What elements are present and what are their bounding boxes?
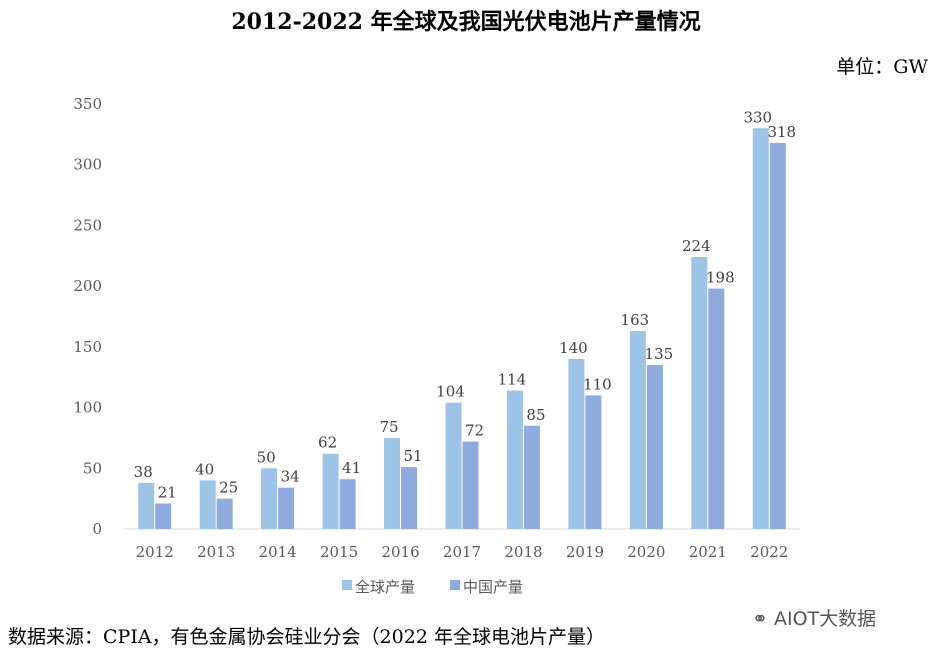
legend-label: 中国产量 xyxy=(463,578,523,596)
data-label: 140 xyxy=(559,339,588,357)
unit-label: 单位：GW xyxy=(836,56,928,78)
bar-global xyxy=(691,257,708,529)
y-tick-label: 0 xyxy=(92,520,102,538)
bar-global xyxy=(199,480,216,529)
bar-global xyxy=(261,468,278,529)
data-label: 25 xyxy=(219,479,238,497)
data-label: 85 xyxy=(526,406,545,424)
data-label: 21 xyxy=(158,484,177,502)
data-label: 110 xyxy=(583,375,612,393)
bar-china xyxy=(339,479,356,529)
y-tick-label: 200 xyxy=(73,277,102,295)
bar-global xyxy=(568,359,585,529)
y-tick-label: 100 xyxy=(73,399,102,417)
data-label: 50 xyxy=(257,448,276,466)
bar-china xyxy=(769,142,786,529)
y-tick-label: 350 xyxy=(73,95,102,113)
data-label: 318 xyxy=(767,123,796,141)
x-tick-label: 2014 xyxy=(259,543,297,561)
data-label: 163 xyxy=(621,311,650,329)
x-tick-label: 2012 xyxy=(136,543,174,561)
y-tick-label: 250 xyxy=(73,216,102,234)
bar-china xyxy=(155,503,172,529)
wechat-icon: ⚭ xyxy=(752,608,774,630)
watermark: ⚭ AIOT大数据 xyxy=(752,604,876,631)
data-label: 75 xyxy=(379,418,398,436)
bar-china xyxy=(401,467,418,529)
bar-china xyxy=(646,365,663,529)
bar-global xyxy=(629,331,646,529)
data-label: 62 xyxy=(318,434,337,452)
chart-title: 2012-2022 年全球及我国光伏电池片产量情况 xyxy=(231,9,701,35)
data-label: 114 xyxy=(498,371,527,389)
data-label: 104 xyxy=(436,383,465,401)
data-label: 34 xyxy=(281,468,300,486)
x-tick-label: 2020 xyxy=(627,543,665,561)
x-tick-label: 2021 xyxy=(689,543,727,561)
legend-swatch xyxy=(450,580,460,590)
bar-global xyxy=(384,437,401,529)
data-label: 330 xyxy=(743,108,772,126)
data-label: 224 xyxy=(682,237,711,255)
y-tick-label: 300 xyxy=(73,156,102,174)
bar-global xyxy=(752,128,769,530)
x-tick-label: 2016 xyxy=(381,543,419,561)
bar-china xyxy=(708,288,725,529)
y-tick-label: 150 xyxy=(73,338,102,356)
source-note: 数据来源：CPIA，有色金属协会硅业分会（2022 年全球电池片产量） xyxy=(8,626,605,648)
bar-china xyxy=(523,425,540,529)
bar-global xyxy=(445,402,462,529)
bar-china xyxy=(278,487,295,529)
bar-global xyxy=(322,453,339,529)
data-label: 51 xyxy=(403,447,422,465)
watermark-text: AIOT大数据 xyxy=(773,608,877,630)
data-label: 135 xyxy=(645,345,674,363)
legend-label: 全球产量 xyxy=(355,578,415,596)
bar-global xyxy=(506,390,523,529)
data-label: 41 xyxy=(342,459,361,477)
bar-global xyxy=(138,482,155,529)
x-tick-label: 2013 xyxy=(197,543,235,561)
x-tick-label: 2018 xyxy=(504,543,542,561)
bar-china xyxy=(585,395,602,529)
x-tick-label: 2022 xyxy=(750,543,788,561)
data-label: 40 xyxy=(195,460,214,478)
data-label: 38 xyxy=(134,463,153,481)
bar-china xyxy=(462,441,479,529)
bar-china xyxy=(216,498,233,529)
x-tick-label: 2017 xyxy=(443,543,481,561)
data-label: 72 xyxy=(465,422,484,440)
x-tick-label: 2015 xyxy=(320,543,358,561)
x-tick-label: 2019 xyxy=(566,543,604,561)
legend-swatch xyxy=(342,580,352,590)
y-tick-label: 50 xyxy=(83,459,102,477)
data-label: 198 xyxy=(706,269,735,287)
